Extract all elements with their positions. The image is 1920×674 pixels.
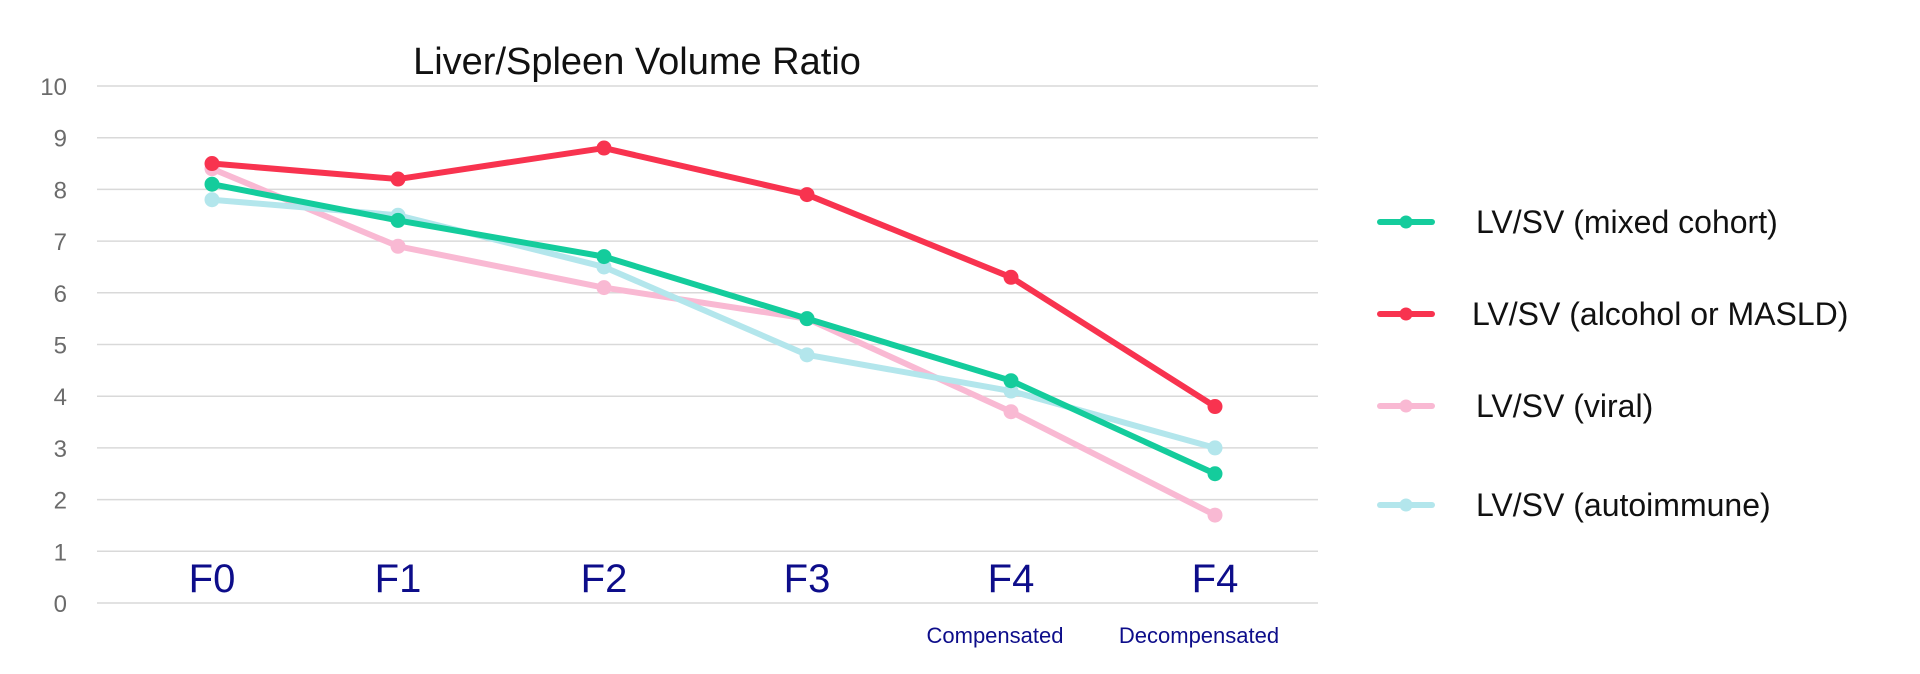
legend-label: LV/SV (viral): [1476, 388, 1653, 424]
series-3: [204, 140, 1223, 415]
data-point: [596, 280, 612, 296]
y-tick-label: 7: [54, 229, 67, 256]
data-point: [1003, 373, 1019, 389]
series-line: [209, 196, 1218, 451]
y-tick-label: 3: [54, 436, 67, 463]
series-line: [209, 181, 1218, 477]
y-tick-label: 2: [54, 488, 67, 515]
x-tick-label: F2: [581, 557, 628, 601]
series-2: [204, 176, 1223, 482]
legend-label: LV/SV (alcohol or MASLD): [1472, 296, 1848, 332]
x-axis-ticks: F0 F1 F2 F3 F4 Compensated F4 Decompensated: [189, 557, 1279, 648]
data-point: [204, 176, 220, 192]
data-point: [204, 192, 220, 208]
data-point: [596, 259, 612, 275]
data-point: [1003, 269, 1019, 285]
data-point: [1207, 507, 1223, 523]
y-tick-label: 9: [54, 126, 67, 153]
legend-marker: [1399, 307, 1413, 321]
legend-label: LV/SV (autoimmune): [1476, 487, 1771, 523]
series-line: [209, 145, 1218, 410]
data-point: [1207, 399, 1223, 415]
series-line: [209, 165, 1218, 519]
y-tick-label: 0: [54, 591, 67, 618]
x-tick-sublabel: Compensated: [927, 623, 1064, 648]
legend-marker: [1399, 399, 1413, 413]
data-point: [390, 171, 406, 187]
x-tick-label: F4: [1192, 557, 1239, 601]
legend-item: LV/SV (autoimmune): [1377, 487, 1771, 523]
x-tick-label: F4: [988, 557, 1035, 601]
data-point: [1207, 466, 1223, 482]
data-point: [596, 140, 612, 156]
data-point: [1003, 404, 1019, 420]
x-tick-label: F0: [189, 557, 236, 601]
data-point: [390, 212, 406, 228]
y-tick-label: 4: [54, 384, 67, 411]
legend-item: LV/SV (viral): [1377, 388, 1653, 424]
data-point: [799, 187, 815, 203]
data-point: [1003, 383, 1019, 399]
gridlines: [97, 85, 1318, 604]
data-point: [1207, 440, 1223, 456]
data-point: [799, 347, 815, 363]
series-lines: [204, 140, 1223, 523]
data-point: [596, 249, 612, 265]
legend-item: LV/SV (mixed cohort): [1377, 204, 1778, 240]
y-tick-label: 6: [54, 281, 67, 308]
legend-item: LV/SV (alcohol or MASLD): [1377, 296, 1848, 332]
y-tick-label: 1: [54, 539, 67, 566]
x-tick-sublabel: Decompensated: [1119, 623, 1279, 648]
data-point: [390, 238, 406, 254]
y-tick-label: 8: [54, 177, 67, 204]
legend-marker: [1399, 498, 1413, 512]
legend-marker: [1399, 215, 1413, 229]
x-tick-label: F3: [784, 557, 831, 601]
x-tick-label: F1: [375, 557, 422, 601]
legend-label: LV/SV (mixed cohort): [1476, 204, 1778, 240]
y-axis-ticks: 0 1 2 3 4 5 6 7 8 9 10: [40, 74, 67, 618]
data-point: [204, 156, 220, 172]
data-point: [799, 311, 815, 327]
legend: LV/SV (mixed cohort) LV/SV (alcohol or MA…: [1377, 204, 1848, 523]
y-tick-label: 10: [40, 74, 67, 101]
y-tick-label: 5: [54, 333, 67, 360]
chart-title: Liver/Spleen Volume Ratio: [413, 41, 861, 83]
